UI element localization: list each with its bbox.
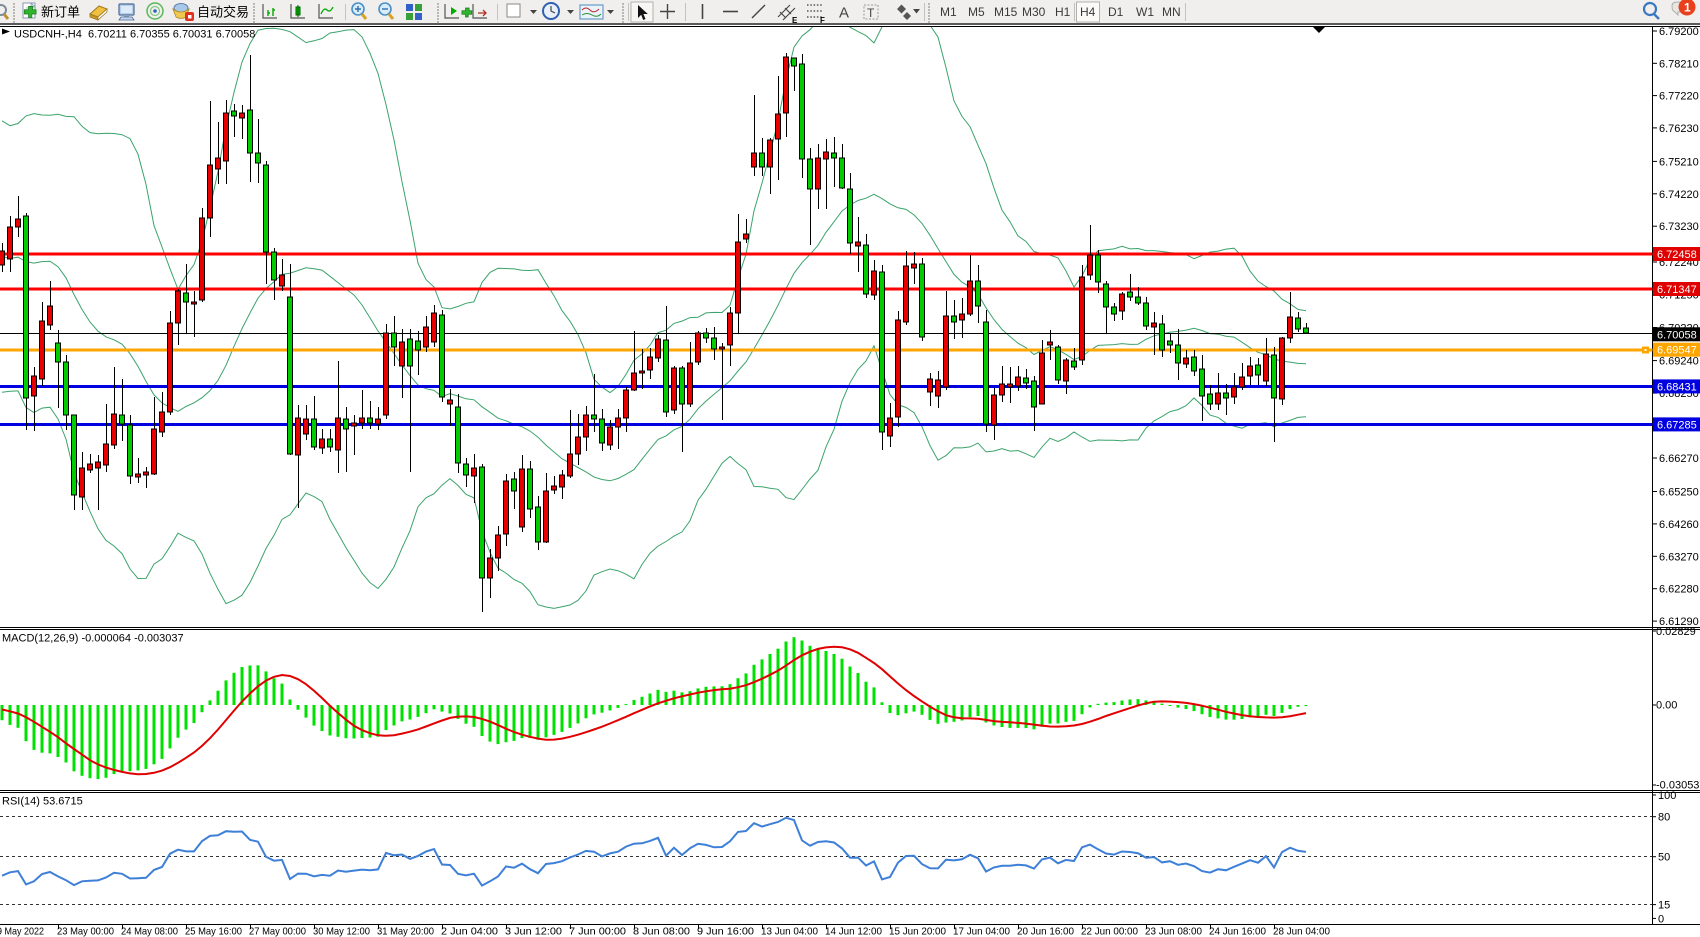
- svg-text:T: T: [867, 6, 875, 20]
- svg-text:H4: H4: [1080, 5, 1096, 19]
- svg-text:0.00: 0.00: [1656, 700, 1677, 712]
- svg-text:M15: M15: [994, 5, 1018, 19]
- svg-text:6.77220: 6.77220: [1659, 91, 1699, 103]
- svg-text:14 Jun 12:00: 14 Jun 12:00: [825, 926, 882, 937]
- svg-text:9 Jun 16:00: 9 Jun 16:00: [697, 926, 754, 937]
- svg-text:H1: H1: [1055, 5, 1071, 19]
- svg-text:-0.030537: -0.030537: [1656, 780, 1700, 792]
- svg-text:M30: M30: [1022, 5, 1046, 19]
- svg-text:17 Jun 04:00: 17 Jun 04:00: [953, 926, 1010, 937]
- svg-text:0: 0: [1658, 913, 1664, 925]
- svg-text:3 Jun 12:00: 3 Jun 12:00: [505, 926, 562, 937]
- svg-text:6.74220: 6.74220: [1659, 189, 1699, 201]
- svg-text:13 Jun 04:00: 13 Jun 04:00: [761, 926, 818, 937]
- svg-text:6.69547: 6.69547: [1657, 345, 1697, 357]
- svg-text:80: 80: [1658, 812, 1670, 824]
- svg-text:6.70058: 6.70058: [1657, 329, 1697, 341]
- svg-text:6.79200: 6.79200: [1659, 26, 1699, 38]
- svg-text:自动交易: 自动交易: [197, 5, 249, 20]
- svg-text:A: A: [839, 5, 849, 22]
- svg-text:24 May 08:00: 24 May 08:00: [121, 926, 178, 937]
- svg-text:6.71347: 6.71347: [1657, 284, 1697, 296]
- svg-text:M1: M1: [940, 5, 957, 19]
- svg-text:USDCNH-,H4 6.70211 6.70355 6.: USDCNH-,H4 6.70211 6.70355 6.70031 6.700…: [14, 29, 255, 41]
- svg-text:15: 15: [1658, 900, 1670, 912]
- svg-text:W1: W1: [1136, 5, 1154, 19]
- svg-text:新订单: 新订单: [41, 5, 80, 20]
- svg-text:6.62280: 6.62280: [1659, 584, 1699, 596]
- svg-text:1: 1: [1684, 1, 1691, 15]
- svg-text:27 May 00:00: 27 May 00:00: [249, 926, 306, 937]
- svg-text:F: F: [820, 16, 825, 25]
- svg-text:6.76230: 6.76230: [1659, 123, 1699, 135]
- svg-text:6.65250: 6.65250: [1659, 487, 1699, 499]
- svg-text:RSI(14) 53.6715: RSI(14) 53.6715: [2, 796, 83, 808]
- svg-text:MN: MN: [1162, 5, 1181, 19]
- svg-text:23 Jun 08:00: 23 Jun 08:00: [1145, 926, 1202, 937]
- svg-text:D1: D1: [1108, 5, 1124, 19]
- svg-text:6.67285: 6.67285: [1657, 419, 1697, 431]
- svg-text:6.75210: 6.75210: [1659, 156, 1699, 168]
- svg-text:19 May 2022: 19 May 2022: [0, 926, 44, 937]
- svg-text:0.02829: 0.02829: [1656, 626, 1696, 638]
- svg-text:50: 50: [1658, 852, 1670, 864]
- svg-text:20 Jun 16:00: 20 Jun 16:00: [1017, 926, 1074, 937]
- svg-text:6.68431: 6.68431: [1657, 381, 1697, 393]
- svg-text:7 Jun 00:00: 7 Jun 00:00: [569, 926, 626, 937]
- svg-text:31 May 20:00: 31 May 20:00: [377, 926, 434, 937]
- svg-text:100: 100: [1658, 790, 1676, 802]
- svg-text:6.64260: 6.64260: [1659, 519, 1699, 531]
- svg-text:M5: M5: [968, 5, 985, 19]
- svg-text:2 Jun 04:00: 2 Jun 04:00: [441, 926, 498, 937]
- svg-text:6.66270: 6.66270: [1659, 453, 1699, 465]
- svg-text:23 May 00:00: 23 May 00:00: [57, 926, 114, 937]
- svg-text:E: E: [792, 16, 798, 25]
- svg-text:6.63270: 6.63270: [1659, 551, 1699, 563]
- svg-text:30 May 12:00: 30 May 12:00: [313, 926, 370, 937]
- svg-text:6.61290: 6.61290: [1659, 616, 1699, 628]
- svg-text:22 Jun 00:00: 22 Jun 00:00: [1081, 926, 1138, 937]
- svg-text:6.72458: 6.72458: [1657, 249, 1697, 261]
- svg-text:MACD(12,26,9) -0.000064 -0.003: MACD(12,26,9) -0.000064 -0.003037: [2, 633, 184, 645]
- svg-text:6.78210: 6.78210: [1659, 58, 1699, 70]
- svg-text:24 Jun 16:00: 24 Jun 16:00: [1209, 926, 1266, 937]
- svg-text:6.69240: 6.69240: [1659, 356, 1699, 368]
- svg-text:28 Jun 04:00: 28 Jun 04:00: [1273, 926, 1330, 937]
- svg-text:15 Jun 20:00: 15 Jun 20:00: [889, 926, 946, 937]
- svg-text:8 Jun 08:00: 8 Jun 08:00: [633, 926, 690, 937]
- svg-text:25 May 16:00: 25 May 16:00: [185, 926, 242, 937]
- svg-text:6.73230: 6.73230: [1659, 221, 1699, 233]
